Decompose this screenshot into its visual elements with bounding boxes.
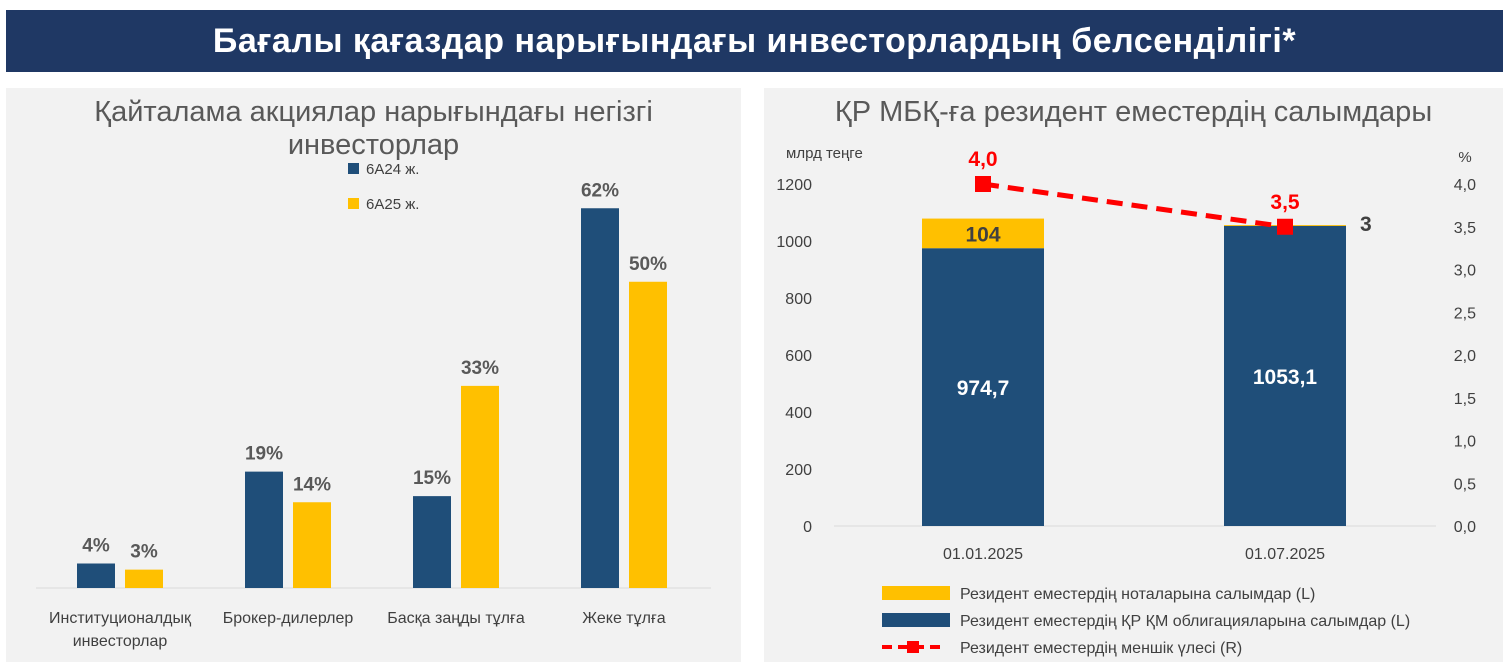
deposits-chart: млрд теңге % 0 200 400 600 800 1000 1200 0,0 0,5 1,… [776,145,1476,657]
legend-label: Резидент еместердің ҚР ҚМ облигацияларын… [960,613,1410,630]
y-left-tick-label: 0 [803,519,812,536]
bar-a24 [413,496,451,588]
bar-data-label: 19% [245,444,283,465]
y-left-tick-label: 400 [785,405,812,422]
legend-swatch [348,163,359,174]
bar-data-label: 33% [461,358,499,379]
bar-a25 [125,569,163,588]
x-tick-label: инвесторлар [73,633,168,650]
share-line [982,181,1286,230]
page-title-banner: Бағалы қағаздар нарығындағы инвесторлард… [6,10,1503,72]
bar-data-label: 3% [130,542,158,563]
y-right-tick-label: 1,5 [1454,391,1476,408]
y-left-axis-title: млрд теңге [786,145,863,162]
y-left-tick-label: 600 [785,348,812,365]
legend-swatch [882,613,950,627]
note-data-label: 3 [1360,213,1372,236]
bar-note-investments [922,218,1044,249]
share-data-label: 4,0 [968,148,997,171]
y-right-tick-label: 0,0 [1454,519,1476,536]
bar-data-label: 14% [293,474,331,495]
bar-data-label: 15% [413,468,451,489]
investors-chart: 4% 3% Институционалдық инвесторлар 19% 14% Бро… [36,161,711,650]
bar-a25 [293,502,331,588]
legend-label: Резидент еместердің ноталарына салымдар … [960,586,1315,603]
y-left-tick-label: 1200 [776,177,812,194]
share-marker [1277,218,1293,235]
bar-a24 [581,208,619,588]
x-tick-label: Институционалдық [49,610,192,627]
y-right-tick-label: 0,5 [1454,476,1476,493]
page-title: Бағалы қағаздар нарығындағы инвесторлард… [212,21,1297,60]
x-tick-label: 01.07.2025 [1245,546,1325,563]
legend-label: Резидент еместердің меншік үлесі (R) [960,640,1242,657]
bar-data-label: 4% [82,536,110,557]
bar-a25 [629,281,667,588]
share-data-label: 3,5 [1270,191,1300,214]
y-right-tick-label: 3,0 [1454,263,1476,280]
deposits-chart-title: ҚР МБҚ-ға резидент еместердің салымдары [834,96,1433,128]
x-tick-label: Жеке тұлға [582,610,666,627]
legend-swatch-marker [907,641,919,653]
y-right-axis-title: % [1458,149,1471,166]
bond-data-label: 1053,1 [1253,366,1318,389]
y-right-tick-label: 4,0 [1454,177,1476,194]
bar-a24 [77,563,115,588]
y-left-tick-label: 200 [785,462,812,479]
legend-label: 6А24 ж. [366,161,419,178]
legend-swatch [882,586,950,600]
legend-swatch [348,198,359,209]
x-tick-label: Брокер-дилерлер [223,610,354,627]
bar-bond-investments [922,248,1044,526]
y-left-tick-label: 800 [785,291,812,308]
x-tick-label: 01.01.2025 [943,546,1023,563]
bar-data-label: 50% [629,254,667,275]
y-right-tick-label: 3,5 [1454,220,1476,237]
y-left-tick-label: 1000 [776,234,812,251]
note-data-label: 104 [965,223,1000,246]
x-tick-label: Басқа заңды тұлға [387,610,525,627]
investors-chart-title: Қайталама акциялар нарығындағы негізгі и… [94,96,653,161]
bar-data-label: 62% [581,180,619,201]
bond-data-label: 974,7 [957,377,1010,400]
share-marker [975,176,991,192]
y-right-tick-label: 2,0 [1454,348,1476,365]
bar-a24 [245,471,283,588]
bar-a25 [461,385,499,588]
bar-bond-investments [1224,225,1346,526]
y-right-tick-label: 2,5 [1454,305,1476,322]
deposits-chart-panel: ҚР МБҚ-ға резидент еместердің салымдары … [764,88,1503,662]
investors-chart-panel: Қайталама акциялар нарығындағы негізгі и… [6,88,741,662]
y-right-tick-label: 1,0 [1454,434,1476,451]
legend-label: 6А25 ж. [366,196,419,213]
